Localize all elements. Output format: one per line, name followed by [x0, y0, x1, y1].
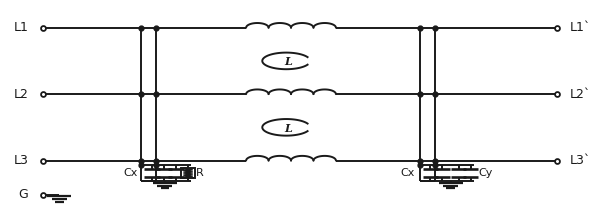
Text: L3`: L3` [569, 154, 591, 167]
Text: L3: L3 [14, 154, 29, 167]
Text: R: R [196, 168, 204, 178]
Text: L: L [284, 123, 292, 134]
Text: L2`: L2` [569, 88, 591, 101]
Text: L: L [284, 56, 292, 68]
Text: G: G [18, 188, 28, 201]
Text: L2: L2 [14, 88, 29, 101]
Bar [181, 168, 194, 178]
Text: Cy: Cy [478, 168, 493, 178]
Text: Cx: Cx [401, 168, 415, 178]
Text: L1`: L1` [569, 21, 591, 34]
Text: Cx: Cx [124, 168, 138, 178]
Text: L1: L1 [14, 21, 29, 34]
